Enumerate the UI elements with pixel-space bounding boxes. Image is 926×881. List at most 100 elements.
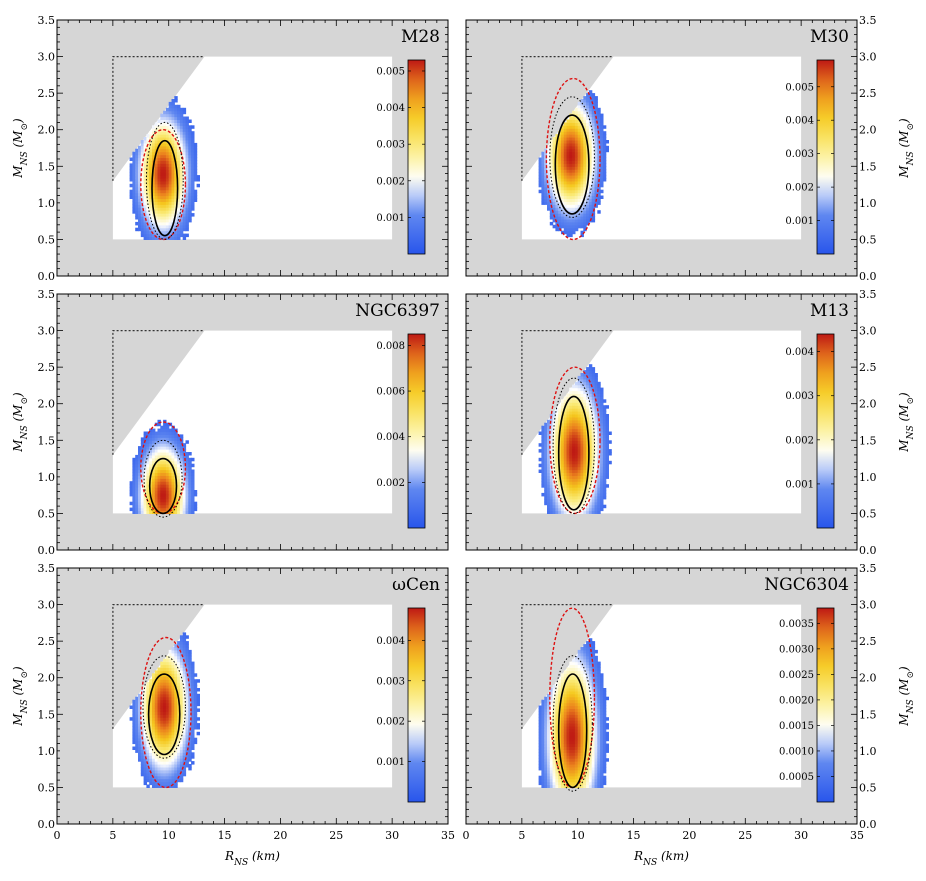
panel-title: NGC6397 — [355, 301, 440, 321]
y-tick-label: 3.0 — [38, 599, 56, 612]
colorbar-tick-label: 0.001 — [785, 479, 814, 490]
y-tick-label: 0.5 — [38, 233, 56, 246]
colorbar-tick-label: 0.003 — [376, 140, 405, 151]
y-tick-label: 3.5 — [38, 288, 56, 301]
y-tick-label: 2.0 — [38, 398, 56, 411]
y-tick-label: 0.0 — [859, 544, 877, 557]
y-tick-label: 0.0 — [859, 270, 877, 283]
y-tick-label: 1.5 — [859, 708, 877, 721]
y-tick-label: 3.5 — [38, 562, 56, 575]
colorbar-tick-label: 0.002 — [376, 176, 405, 187]
y-tick-label: 2.5 — [38, 361, 56, 374]
x-tick-label: 10 — [162, 829, 176, 842]
y-tick-label: 3.0 — [859, 51, 877, 64]
y-tick-label: 1.0 — [38, 197, 56, 210]
y-tick-label: 3.5 — [38, 14, 56, 27]
y-tick-label: 0.0 — [38, 270, 56, 283]
panel-title: M30 — [810, 27, 849, 47]
panel-title: M13 — [810, 301, 849, 321]
colorbar-tick-label: 0.001 — [376, 213, 405, 224]
x-tick-label: 0 — [463, 829, 470, 842]
y-tick-label: 0.0 — [38, 544, 56, 557]
y-tick-label: 2.0 — [859, 672, 877, 685]
y-tick-label: 3.5 — [859, 288, 877, 301]
y-tick-label: 0.5 — [859, 233, 877, 246]
y-axis-title: MNS (M⊙) — [897, 666, 916, 727]
colorbar-tick-label: 0.002 — [785, 183, 814, 194]
x-axis-title: RNS (km) — [224, 849, 280, 868]
colorbar-tick-label: 0.008 — [376, 341, 405, 352]
y-tick-label: 2.5 — [859, 635, 877, 648]
x-axis-title: RNS (km) — [633, 849, 689, 868]
y-tick-label: 2.5 — [859, 87, 877, 100]
colorbar-tick-label: 0.0005 — [779, 772, 814, 783]
colorbar — [408, 608, 425, 802]
y-tick-label: 3.0 — [859, 325, 877, 338]
y-tick-label: 3.0 — [38, 51, 56, 64]
colorbar-tick-label: 0.004 — [785, 347, 814, 358]
y-tick-label: 2.0 — [859, 124, 877, 137]
colorbar-tick-label: 0.005 — [376, 66, 405, 77]
panel-title: ωCen — [392, 575, 440, 595]
y-tick-label: 1.0 — [38, 745, 56, 758]
colorbar-tick-label: 0.003 — [376, 676, 405, 687]
x-tick-label: 30 — [385, 829, 399, 842]
colorbar-tick-label: 0.004 — [785, 116, 814, 127]
y-axis-title: MNS (M⊙) — [11, 118, 30, 179]
x-tick-label: 5 — [518, 829, 525, 842]
x-tick-label: 35 — [441, 829, 455, 842]
colorbar — [817, 334, 834, 528]
x-tick-label: 20 — [273, 829, 287, 842]
colorbar-tick-label: 0.0025 — [779, 670, 814, 681]
colorbar-tick-label: 0.0020 — [779, 695, 814, 706]
y-tick-label: 2.0 — [38, 124, 56, 137]
x-tick-label: 5 — [109, 829, 116, 842]
y-tick-label: 1.5 — [38, 708, 56, 721]
colorbar-tick-label: 0.001 — [785, 216, 814, 227]
x-tick-label: 15 — [627, 829, 641, 842]
y-tick-label: 3.0 — [859, 599, 877, 612]
x-tick-label: 10 — [571, 829, 585, 842]
colorbar-tick-label: 0.005 — [785, 82, 814, 93]
y-tick-label: 3.0 — [38, 325, 56, 338]
panel-1: 0.0 0.5 1.0 1.5 2.0 2.5 3.0 3.5 MNS (M⊙) M30 0.001… — [466, 14, 916, 283]
y-axis-title: MNS (M⊙) — [11, 666, 30, 727]
colorbar — [408, 334, 425, 528]
y-tick-label: 2.5 — [38, 87, 56, 100]
y-tick-label: 1.5 — [38, 160, 56, 173]
colorbar-tick-label: 0.004 — [376, 636, 405, 647]
colorbar-tick-label: 0.001 — [376, 757, 405, 768]
colorbar-tick-label: 0.002 — [785, 435, 814, 446]
y-tick-label: 0.0 — [38, 818, 56, 831]
colorbar-tick-label: 0.004 — [376, 103, 405, 114]
colorbar — [817, 608, 834, 802]
y-tick-label: 1.0 — [38, 471, 56, 484]
y-axis-title: MNS (M⊙) — [897, 392, 916, 453]
colorbar-tick-label: 0.002 — [376, 478, 405, 489]
y-tick-label: 0.5 — [859, 781, 877, 794]
y-tick-label: 1.0 — [859, 197, 877, 210]
colorbar-tick-label: 0.004 — [376, 432, 405, 443]
y-tick-label: 1.5 — [38, 434, 56, 447]
colorbar — [817, 60, 834, 254]
colorbar-tick-label: 0.0015 — [779, 721, 814, 732]
y-tick-label: 2.0 — [859, 398, 877, 411]
colorbar-tick-label: 0.0030 — [779, 644, 814, 655]
y-tick-label: 3.5 — [859, 562, 877, 575]
y-axis-title: MNS (M⊙) — [897, 118, 916, 179]
y-tick-label: 1.5 — [859, 160, 877, 173]
colorbar-tick-label: 0.0035 — [779, 619, 814, 630]
y-axis-title: MNS (M⊙) — [11, 392, 30, 453]
y-tick-label: 2.0 — [38, 672, 56, 685]
y-tick-label: 3.5 — [859, 14, 877, 27]
panel-0: 0.0 0.5 1.0 1.5 2.0 2.5 3.0 3.5 MNS (M⊙) M28 0.001… — [11, 14, 448, 283]
panel-title: M28 — [401, 27, 440, 47]
colorbar-tick-label: 0.006 — [376, 387, 405, 398]
x-tick-label: 30 — [794, 829, 808, 842]
y-tick-label: 2.5 — [38, 635, 56, 648]
